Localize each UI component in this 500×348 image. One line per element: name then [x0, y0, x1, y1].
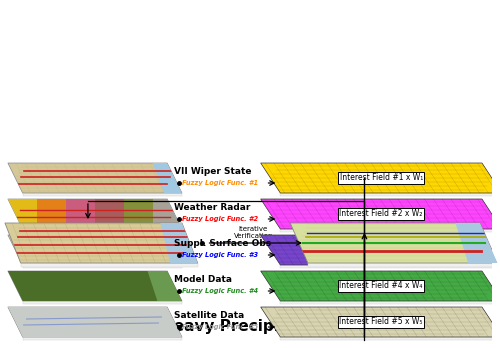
- Text: Heavy Precipitation: Heavy Precipitation: [161, 318, 330, 333]
- Text: Interest Field #2 x W₂: Interest Field #2 x W₂: [340, 209, 423, 219]
- Text: Fuzzy Logic Func. #1: Fuzzy Logic Func. #1: [182, 180, 258, 186]
- Polygon shape: [20, 263, 198, 267]
- Polygon shape: [260, 199, 500, 229]
- Polygon shape: [8, 307, 182, 337]
- Polygon shape: [22, 229, 182, 232]
- Text: Suppl. Surface Obs: Suppl. Surface Obs: [174, 238, 271, 247]
- Polygon shape: [280, 265, 500, 268]
- Polygon shape: [8, 307, 182, 337]
- Polygon shape: [5, 223, 198, 263]
- Polygon shape: [8, 271, 182, 301]
- Polygon shape: [153, 199, 182, 229]
- Polygon shape: [280, 193, 500, 196]
- Text: Satellite Data: Satellite Data: [174, 310, 244, 319]
- Polygon shape: [124, 199, 153, 229]
- Polygon shape: [280, 337, 500, 340]
- Text: Model Data: Model Data: [174, 275, 232, 284]
- Text: Interest Field #4 x W₄: Interest Field #4 x W₄: [340, 282, 423, 291]
- Polygon shape: [66, 199, 95, 229]
- Polygon shape: [22, 193, 182, 196]
- Text: Interest Field #3 x W₃: Interest Field #3 x W₃: [340, 245, 423, 254]
- Polygon shape: [308, 263, 498, 267]
- Text: Weather Radar: Weather Radar: [174, 203, 250, 212]
- Polygon shape: [8, 199, 182, 229]
- Polygon shape: [37, 199, 66, 229]
- Polygon shape: [280, 301, 500, 304]
- Polygon shape: [260, 307, 500, 337]
- Polygon shape: [22, 337, 182, 340]
- Polygon shape: [95, 199, 124, 229]
- Polygon shape: [22, 301, 182, 304]
- Text: Fuzzy Logic Func. #4: Fuzzy Logic Func. #4: [182, 288, 258, 294]
- Polygon shape: [8, 163, 182, 193]
- Polygon shape: [152, 235, 182, 265]
- Text: Fused Interest Field: Fused Interest Field: [49, 273, 150, 282]
- Polygon shape: [260, 235, 500, 265]
- Polygon shape: [22, 265, 182, 268]
- Text: Final Product-Impacted Roadways: Final Product-Impacted Roadways: [306, 273, 479, 282]
- Text: Fuzzy Logic Func. #5: Fuzzy Logic Func. #5: [182, 324, 258, 330]
- Text: Iterative
Verification: Iterative Verification: [234, 226, 273, 239]
- Text: Fuzzy Logic Func. #3: Fuzzy Logic Func. #3: [182, 252, 258, 258]
- Text: VII Wiper State: VII Wiper State: [174, 166, 252, 175]
- Text: Interest Field #1 x W₁: Interest Field #1 x W₁: [340, 174, 423, 182]
- Polygon shape: [260, 271, 500, 301]
- Polygon shape: [280, 229, 500, 232]
- Polygon shape: [290, 223, 498, 263]
- Polygon shape: [8, 199, 37, 229]
- Text: Interest Field #5 x W₅: Interest Field #5 x W₅: [340, 317, 423, 326]
- Polygon shape: [8, 235, 182, 265]
- Polygon shape: [260, 163, 500, 193]
- Polygon shape: [160, 223, 198, 263]
- Polygon shape: [148, 271, 182, 301]
- Polygon shape: [152, 163, 182, 193]
- Polygon shape: [8, 271, 182, 301]
- Polygon shape: [456, 223, 498, 263]
- Text: Fuzzy Logic Func. #2: Fuzzy Logic Func. #2: [182, 216, 258, 222]
